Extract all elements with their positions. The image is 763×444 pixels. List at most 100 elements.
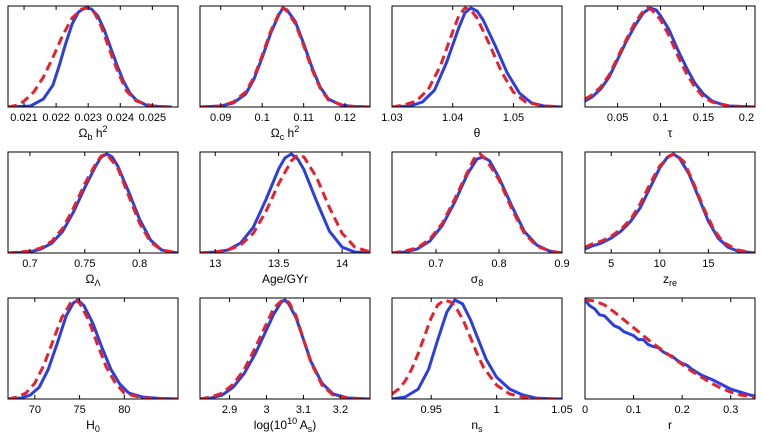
series-line-dashed	[392, 6, 562, 107]
x-tick-label: 1.05	[551, 404, 572, 416]
x-tick-label: 0.05	[607, 112, 628, 124]
axes-frame	[199, 151, 371, 254]
series-line-dashed	[8, 152, 178, 253]
series-line-solid	[392, 298, 562, 399]
x-tick-label: 0.15	[693, 112, 714, 124]
series-line-dashed	[8, 298, 178, 399]
x-axis-label: θ	[474, 126, 481, 140]
x-tick-label: 0.024	[106, 112, 134, 124]
axes-frame	[7, 297, 179, 400]
x-axis-label: ΩΛ	[86, 272, 101, 288]
x-tick-label: 80	[118, 404, 130, 416]
series-line-solid	[392, 6, 562, 107]
panel-4: 0.7 0.75 0.8 ΩΛ	[7, 151, 179, 288]
x-tick-label: 0.025	[139, 112, 167, 124]
x-axis-label: log(1010 As)	[254, 416, 317, 434]
axes-frame	[391, 151, 563, 254]
x-tick-label: 0.9	[554, 258, 569, 270]
panel-6: 0.7 0.8 0.9 σ8	[391, 151, 570, 288]
panel-5: 13 13.5 14 Age/GYr	[199, 151, 371, 286]
series-line-dashed	[200, 299, 370, 399]
x-tick-label: 13	[209, 258, 221, 270]
x-tick-label: 75	[73, 404, 85, 416]
series-line-dashed	[392, 298, 562, 399]
x-axis-label: zre	[663, 272, 677, 288]
x-tick-label: 14	[336, 258, 348, 270]
panel-9: 2.9 3 3.1 3.2 log(1010 As)	[199, 297, 371, 434]
axes-frame	[391, 297, 563, 400]
series-line-solid	[585, 152, 755, 253]
x-tick-label: 0.12	[334, 112, 355, 124]
series-line-dashed	[392, 152, 562, 253]
axes-frame	[391, 5, 563, 108]
x-axis-label: Age/GYr	[262, 272, 308, 286]
x-tick-label: 0.7	[22, 258, 37, 270]
panel-8: 70 75 80 H0	[7, 297, 179, 434]
x-tick-label: 0.2	[739, 112, 754, 124]
x-tick-label: 1.04	[442, 112, 463, 124]
panel-7: 5 10 15 zre	[584, 151, 756, 288]
x-tick-label: 0.75	[74, 258, 95, 270]
x-tick-label: 5	[608, 258, 614, 270]
axes-frame	[199, 297, 371, 400]
x-axis-label: σ8	[471, 272, 483, 288]
x-tick-label: 0.021	[10, 112, 38, 124]
x-tick-label: 0.022	[42, 112, 70, 124]
x-tick-label: 0.1	[626, 404, 641, 416]
x-tick-label: 70	[29, 404, 41, 416]
x-axis-label: Ωb h2	[78, 124, 107, 142]
panel-3: 0.05 0.1 0.15 0.2 τ	[584, 5, 756, 140]
x-tick-label: 0.023	[74, 112, 102, 124]
panel-1: 0.09 0.1 0.11 0.12 Ωc h2	[199, 5, 371, 142]
x-axis-label: H0	[86, 418, 100, 434]
series-line-solid	[200, 6, 370, 107]
x-tick-label: 0.09	[210, 112, 231, 124]
x-tick-label: 0.3	[723, 404, 738, 416]
x-tick-label: 0.1	[653, 112, 668, 124]
series-line-solid	[585, 6, 755, 107]
x-tick-label: 0.95	[421, 404, 442, 416]
x-tick-label: 0.8	[132, 258, 147, 270]
axes-frame	[199, 5, 371, 108]
x-tick-label: 3.1	[296, 404, 311, 416]
axes-frame	[584, 5, 756, 108]
series-line-solid	[200, 152, 370, 253]
series-line-dashed	[200, 6, 370, 107]
x-tick-label: 0.11	[293, 112, 314, 124]
series-line-dashed	[585, 298, 755, 399]
x-axis-label: Ωc h2	[271, 124, 300, 142]
x-tick-label: 1.05	[503, 112, 524, 124]
x-tick-label: 1	[494, 404, 500, 416]
panel-11: 0 0.1 0.2 0.3 r	[582, 297, 756, 432]
x-tick-label: 0.8	[491, 258, 506, 270]
x-tick-label: 10	[654, 258, 666, 270]
axes-frame	[7, 5, 179, 108]
series-line-solid	[200, 298, 370, 399]
panel-2: 1.03 1.04 1.05 θ	[381, 5, 563, 140]
x-tick-label: 2.9	[222, 404, 237, 416]
series-line-solid	[8, 6, 172, 107]
series-line-dashed	[585, 6, 755, 107]
x-tick-label: 1.03	[381, 112, 402, 124]
panel-10: 0.95 1 1.05 ns	[391, 297, 573, 434]
panel-0: 0.021 0.022 0.023 0.024 0.025 Ωb h2	[7, 5, 179, 142]
x-tick-label: 0.1	[255, 112, 270, 124]
x-tick-label: 13.5	[268, 258, 289, 270]
x-axis-label: ns	[471, 418, 483, 434]
axes-frame	[584, 151, 756, 254]
x-tick-label: 3.2	[333, 404, 348, 416]
x-tick-label: 0.7	[428, 258, 443, 270]
series-line-solid	[585, 299, 755, 398]
x-tick-label: 3	[263, 404, 269, 416]
x-axis-label: r	[668, 418, 672, 432]
x-tick-label: 15	[702, 258, 714, 270]
axes-frame	[7, 151, 179, 254]
x-axis-label: τ	[668, 126, 673, 140]
x-tick-label: 0	[582, 404, 588, 416]
x-tick-label: 0.2	[674, 404, 689, 416]
series-line-dashed	[200, 153, 370, 253]
series-line-dashed	[8, 6, 169, 107]
axes-frame	[584, 297, 756, 400]
